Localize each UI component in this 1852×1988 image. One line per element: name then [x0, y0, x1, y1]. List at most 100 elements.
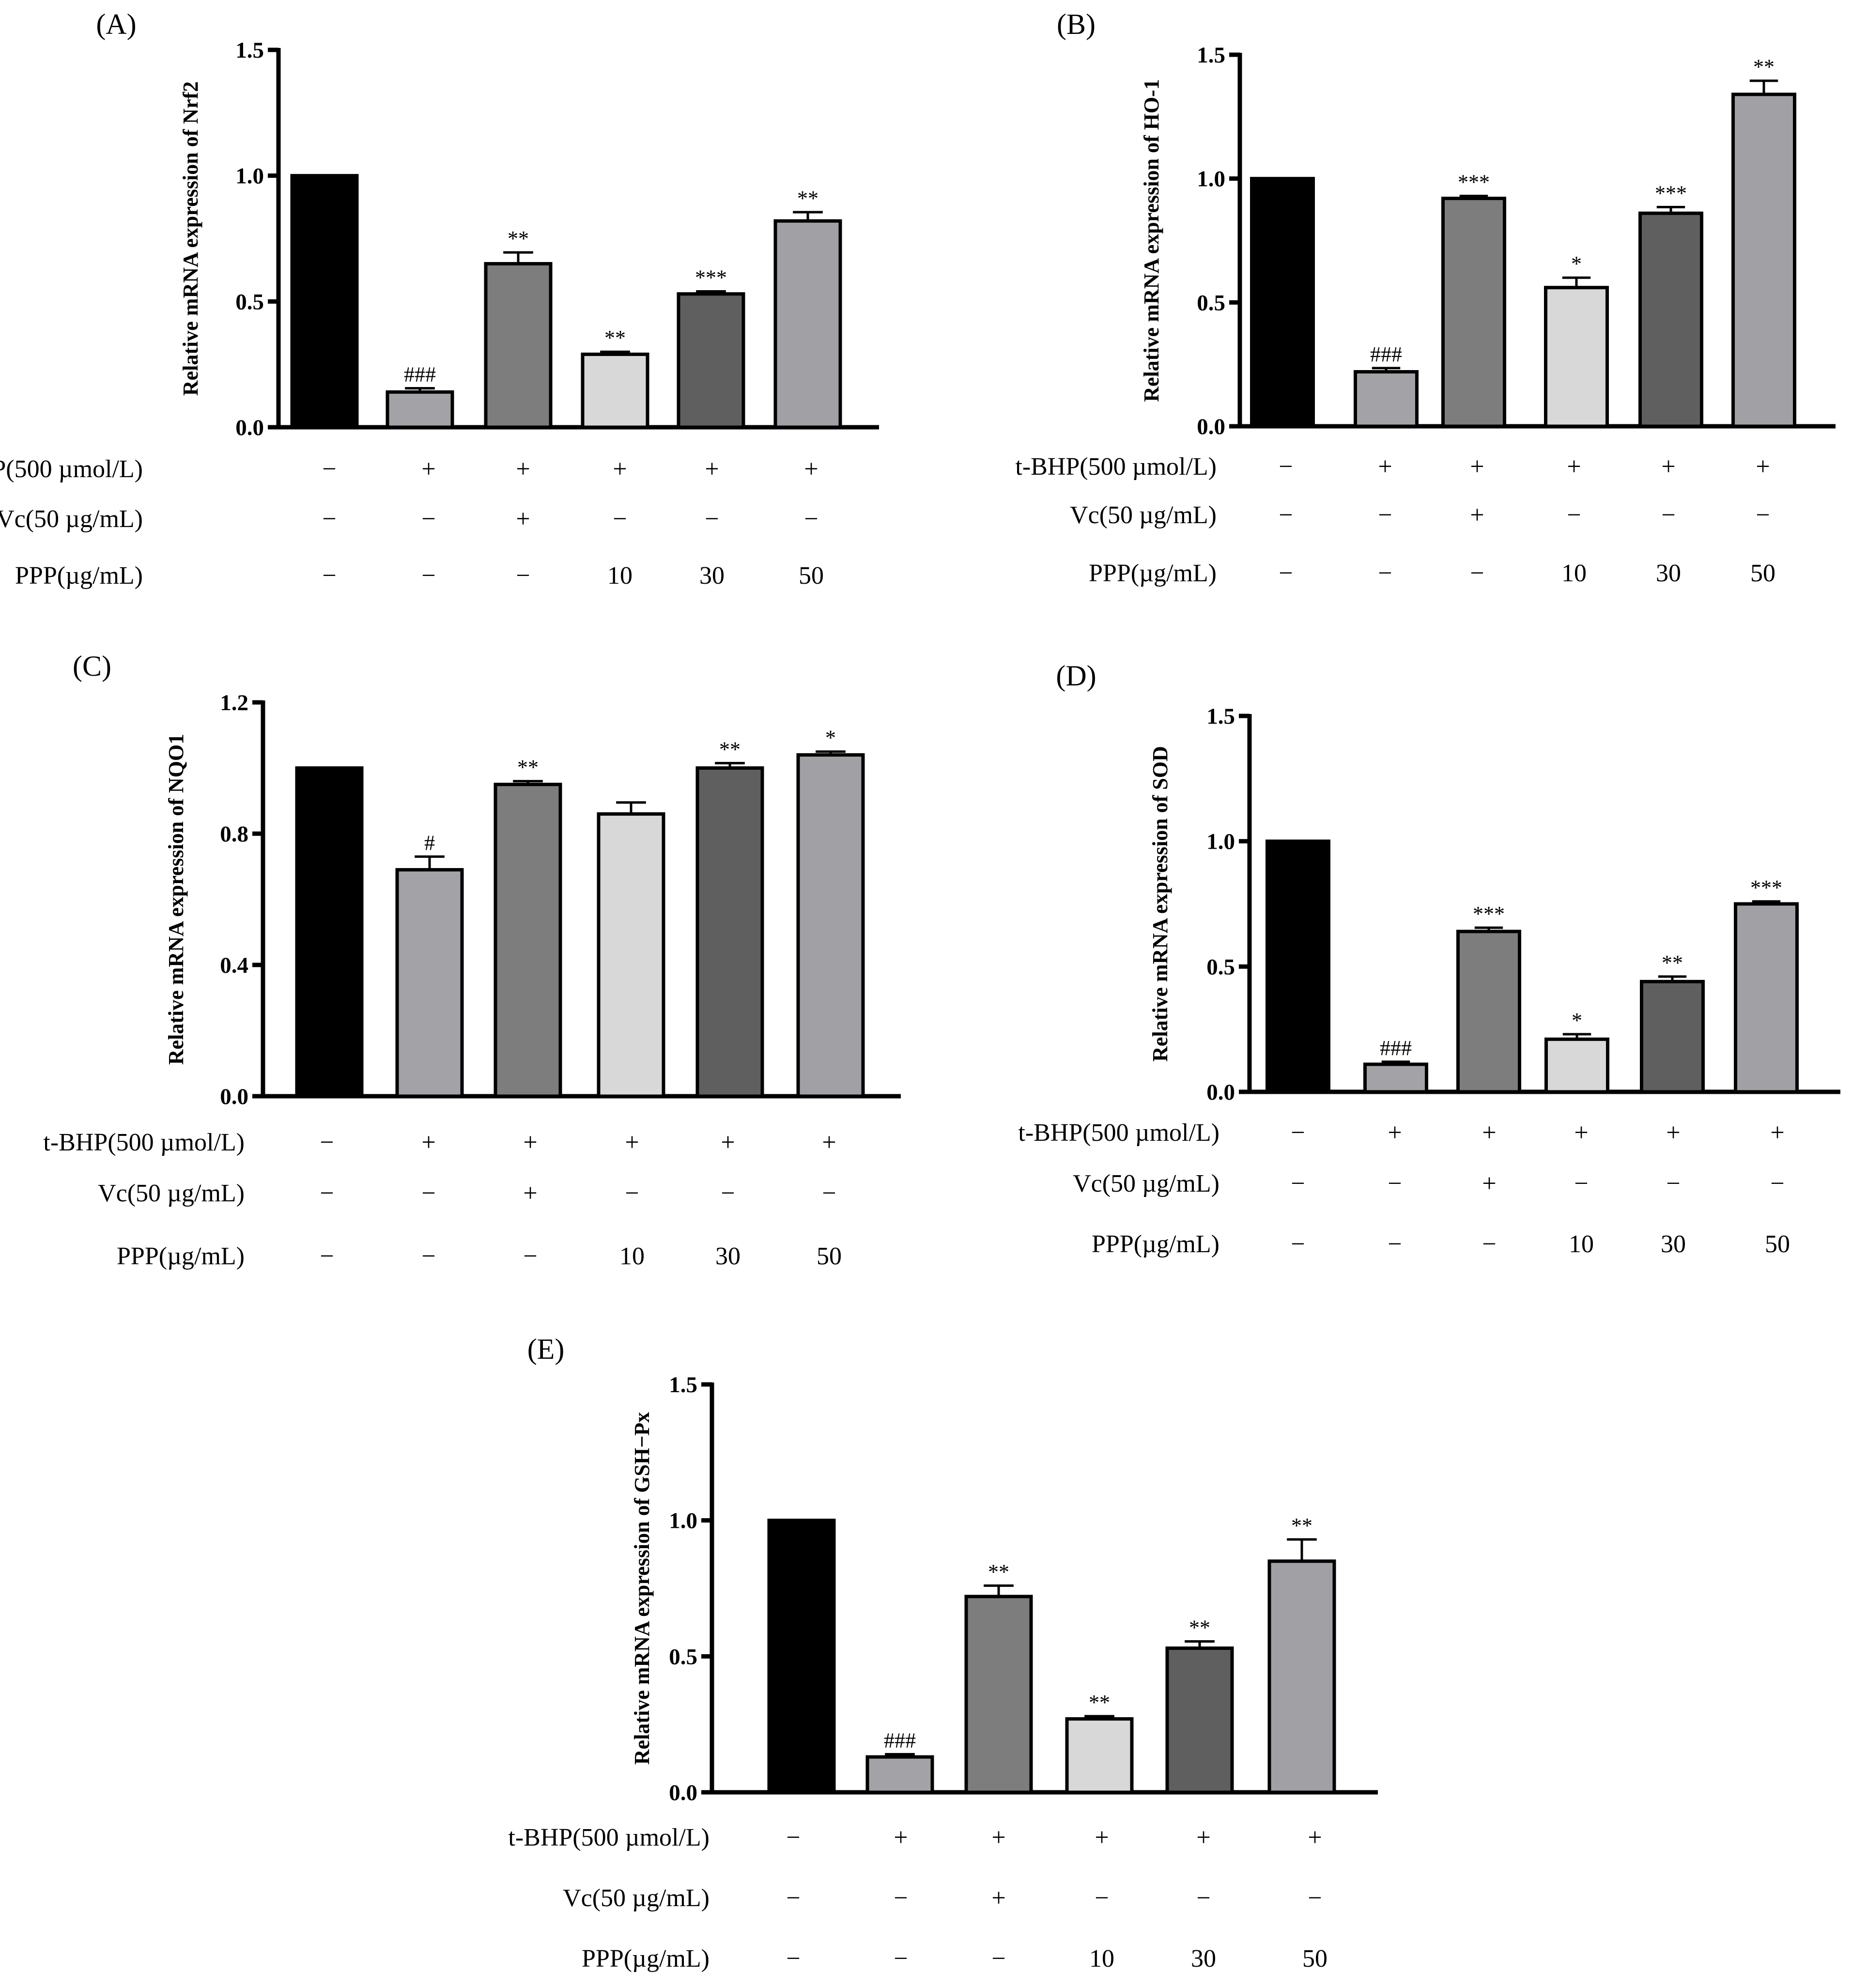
bar	[494, 782, 562, 1098]
bar	[767, 1519, 836, 1794]
panel-label: (C)	[73, 650, 111, 682]
y-tick-label: 1.5	[669, 1372, 697, 1398]
treatment-value: 30	[699, 562, 725, 590]
treatment-value: +	[421, 455, 435, 483]
treatment-row-label: PPP(µg/mL)	[15, 562, 143, 590]
treatment-value: 30	[1656, 559, 1681, 587]
treatment-value: +	[1196, 1824, 1210, 1851]
y-tick-label: 1.2	[220, 690, 248, 715]
bar	[597, 812, 665, 1098]
treatment-value: −	[421, 562, 435, 590]
bar	[964, 1595, 1033, 1794]
bar	[1065, 1717, 1134, 1794]
y-tick-label: 1.5	[1206, 704, 1235, 729]
treatment-value: 30	[1191, 1945, 1216, 1972]
bar	[1250, 177, 1315, 428]
treatment-value: −	[1567, 501, 1581, 529]
treatment-value: −	[516, 562, 530, 590]
treatment-value: +	[991, 1884, 1005, 1912]
treatment-value: −	[894, 1945, 908, 1972]
treatment-value: +	[804, 455, 818, 483]
treatment-value: −	[786, 1945, 800, 1972]
treatment-row-label: Vc(50 µg/mL)	[1073, 1170, 1219, 1197]
bar	[395, 868, 464, 1098]
significance-mark: ###	[404, 363, 436, 387]
significance-mark: **	[1753, 55, 1775, 79]
treatment-value: +	[1770, 1119, 1784, 1147]
treatment-value: −	[705, 505, 719, 533]
chart-panel-c: (C) 0.0 0.4 0.8 1.2 Relative mRNA expression …	[43, 650, 901, 1270]
y-tick-label: 1.5	[1197, 43, 1225, 68]
chart-panel-d: (D) 0.0 0.5 1.0 1.5 Relative mRNA expression …	[1018, 660, 1840, 1258]
treatment-value: −	[721, 1180, 735, 1207]
y-axis-label: Relative mRNA expression of NQO1	[164, 734, 188, 1065]
treatment-value: +	[516, 505, 530, 533]
treatment-value: −	[1770, 1170, 1784, 1197]
significance-mark: ###	[1370, 342, 1402, 366]
treatment-value: −	[322, 562, 336, 590]
treatment-value: +	[1388, 1119, 1402, 1147]
y-tick-label: 1.0	[1197, 167, 1225, 192]
treatment-value: 50	[1750, 559, 1775, 587]
treatment-value: −	[320, 1180, 334, 1207]
treatment-value: +	[894, 1824, 908, 1851]
bar	[1354, 370, 1419, 428]
treatment-value: −	[421, 1180, 435, 1207]
significance-mark: ***	[1458, 170, 1490, 194]
treatment-value: 10	[619, 1242, 645, 1270]
bar	[1363, 1062, 1428, 1094]
y-axis-label: Relative mRNA expression of Nrf2	[179, 81, 202, 396]
y-tick-label: 0.0	[669, 1780, 697, 1805]
y-tick-label: 0.0	[235, 415, 264, 440]
y-tick-label: 0.0	[220, 1084, 248, 1109]
treatment-value: −	[1291, 1230, 1305, 1258]
y-axis-label: Relative mRNA expression of SOD	[1148, 746, 1172, 1062]
treatment-value: +	[1666, 1119, 1680, 1147]
treatment-row-label: t-BHP(500 µmol/L)	[43, 1129, 245, 1156]
significance-mark: **	[1291, 1514, 1312, 1538]
treatment-value: −	[1279, 559, 1293, 587]
bar	[1640, 979, 1705, 1094]
bar	[386, 390, 454, 429]
treatment-value: +	[523, 1180, 537, 1207]
bar	[1734, 902, 1799, 1094]
bar	[290, 174, 359, 429]
treatment-value: +	[1574, 1119, 1588, 1147]
treatment-value: −	[613, 505, 627, 533]
treatment-value: 10	[1089, 1945, 1114, 1972]
bar	[865, 1755, 934, 1794]
bar	[581, 352, 649, 429]
significance-mark: **	[1189, 1615, 1210, 1639]
treatment-value: −	[320, 1129, 334, 1156]
treatment-value: −	[1470, 559, 1484, 587]
panel-label: (D)	[1056, 660, 1096, 692]
treatment-value: +	[421, 1129, 435, 1156]
significance-mark: **	[508, 227, 529, 250]
panel-label: (E)	[527, 1333, 565, 1365]
treatment-row-label: PPP(µg/mL)	[582, 1945, 710, 1972]
treatment-value: 30	[1661, 1230, 1686, 1258]
y-tick-label: 1.0	[235, 164, 264, 189]
treatment-value: −	[625, 1180, 639, 1207]
treatment-row-label: PPP(µg/mL)	[1092, 1230, 1219, 1258]
treatment-value: +	[705, 455, 719, 483]
y-tick-label: 1.0	[669, 1508, 697, 1534]
treatment-value: 50	[817, 1242, 842, 1270]
y-tick-label: 0.0	[1206, 1080, 1235, 1105]
panel-label: (A)	[96, 8, 136, 40]
significance-mark: *	[1571, 252, 1582, 276]
significance-mark: ###	[884, 1728, 916, 1752]
y-tick-label: 0.5	[669, 1644, 697, 1669]
significance-mark: *	[1572, 1009, 1582, 1032]
significance-mark: **	[797, 186, 818, 210]
treatment-value: −	[1388, 1230, 1402, 1258]
bar	[1441, 197, 1506, 428]
treatment-value: −	[1291, 1119, 1305, 1147]
bar	[484, 262, 553, 429]
treatment-row-label: t-BHP(500 µmol/L)	[1018, 1119, 1219, 1147]
treatment-value: −	[322, 455, 336, 483]
bar	[1544, 1037, 1609, 1094]
treatment-value: −	[1279, 453, 1293, 481]
treatment-value: 50	[1302, 1945, 1327, 1972]
